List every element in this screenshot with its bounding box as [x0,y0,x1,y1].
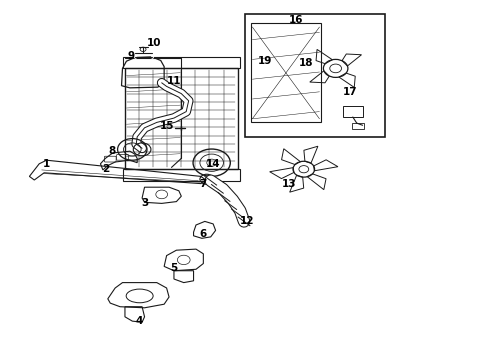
Text: 12: 12 [240,216,255,226]
Text: 8: 8 [108,146,115,156]
Text: 2: 2 [102,164,109,174]
Text: 18: 18 [299,58,314,68]
Bar [352,123,364,129]
Text: 5: 5 [171,263,177,273]
Text: 1: 1 [43,159,50,169]
Text: 3: 3 [141,198,148,208]
Bar [343,106,363,117]
Bar [122,169,240,181]
Bar [245,14,385,137]
Text: 11: 11 [167,76,181,86]
Text: 16: 16 [289,15,304,25]
Text: 6: 6 [200,229,207,239]
Text: 19: 19 [257,56,272,66]
Bar [125,68,238,169]
Text: 13: 13 [282,179,296,189]
Text: 17: 17 [343,87,358,97]
Text: 9: 9 [128,51,135,61]
Text: 14: 14 [206,159,220,169]
Bar [122,57,240,68]
Text: 7: 7 [199,179,207,189]
Text: 10: 10 [147,38,162,48]
Text: 15: 15 [159,121,174,131]
Bar [251,23,321,122]
Text: 4: 4 [136,316,144,326]
